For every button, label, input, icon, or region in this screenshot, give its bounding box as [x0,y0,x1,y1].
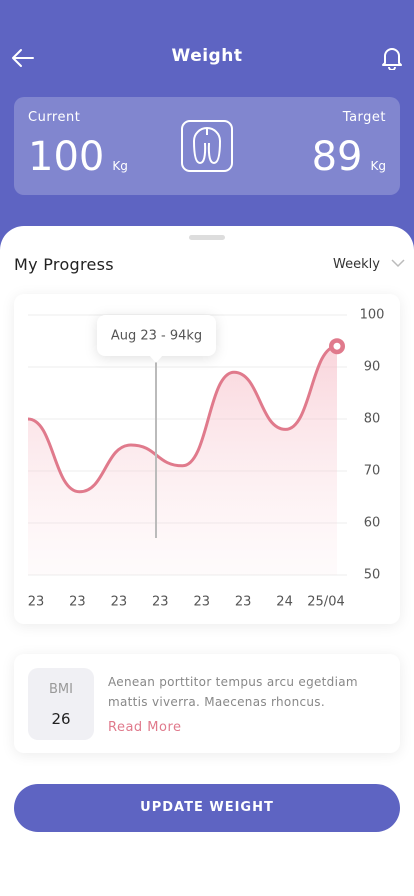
target-label: Target [342,110,386,125]
current-number: 100 [28,134,105,180]
stats-card: Current 100 Kg Target 89 Kg [14,97,400,195]
scale-icon [181,120,233,172]
tooltip-text: Aug 23 - 94kg [111,329,202,344]
y-tick-label: 80 [364,412,381,427]
x-tick-label: 25/04 [307,595,344,610]
current-unit: Kg [112,159,128,173]
period-label: Weekly [333,257,380,272]
x-tick-label: 23 [69,595,86,610]
sheet-handle [189,235,225,240]
target-number: 89 [311,134,363,180]
y-tick-label: 70 [364,464,381,479]
bmi-value: 26 [51,710,71,728]
bmi-card: BMI 26 Aenean porttitor tempus arcu eget… [14,654,400,753]
tooltip-pointer [149,355,163,363]
current-value: 100 Kg [28,135,128,188]
bmi-label: BMI [49,682,73,697]
back-button[interactable] [10,46,36,70]
x-tick-label: 23 [193,595,210,610]
end-point-center [333,342,341,350]
page-title: Weight [171,46,243,66]
current-label: Current [28,110,81,125]
progress-title: My Progress [14,255,114,274]
read-more-link[interactable]: Read More [108,720,182,735]
bmi-text: Aenean porttitor tempus arcu egetdiam ma… [108,675,358,709]
target-value: 89 Kg [312,135,386,188]
tooltip-box [97,315,216,356]
x-tick-label: 23 [111,595,128,610]
y-tick-label: 90 [364,360,381,375]
x-tick-label: 23 [152,595,169,610]
x-tick-label: 24 [276,595,293,610]
y-tick-label: 60 [364,516,381,531]
y-tick-label: 100 [360,308,385,323]
line [27,344,338,494]
period-dropdown[interactable]: Weekly [333,257,406,272]
notification-button[interactable] [381,46,403,70]
chart: 50 60 70 80 90 100 23 23 23 23 23 23 24 25/04 Aug 23 -… [27,308,385,610]
bmi-box: BMI 26 [28,668,94,740]
x-tick-label: 23 [28,595,45,610]
chevron [391,259,405,268]
chart-card: 50 60 70 80 90 100 23 23 23 23 23 23 24 25/04 Aug 23 -… [14,294,400,624]
area [28,346,337,575]
target-unit: Kg [370,159,387,173]
y-tick-label: 50 [364,568,381,583]
x-tick-label: 23 [235,595,252,610]
update-weight-button[interactable]: UPDATE WEIGHT [14,784,400,832]
